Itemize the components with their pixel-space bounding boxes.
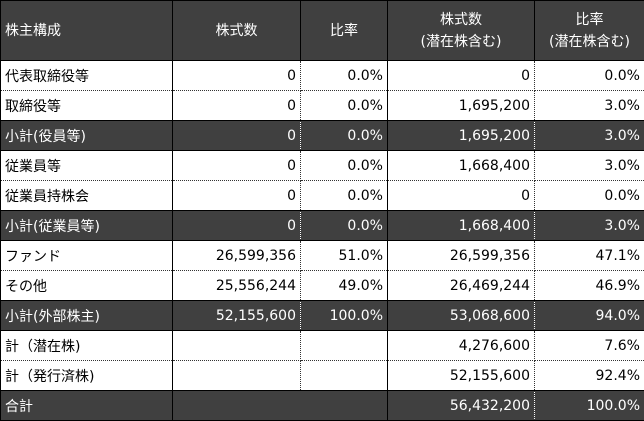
table-row: 従業員持株会 0 0.0% 0 0.0%	[0, 180, 644, 211]
ratio-diluted-cell: 3.0%	[534, 90, 644, 121]
header-ratio-diluted: 比率 (潜在株含む)	[534, 0, 644, 61]
row-label: 代表取締役等	[0, 60, 173, 91]
ratio-cell: 0.0%	[300, 90, 388, 121]
ratio-cell: 0.0%	[300, 60, 388, 91]
table-row: 小計(従業員等) 0 0.0% 1,668,400 3.0%	[0, 210, 644, 241]
total-ratio-diluted: 100.0%	[534, 390, 644, 421]
row-label: 従業員持株会	[0, 180, 173, 211]
ratio-cell: 51.0%	[300, 240, 388, 271]
ratio-cell	[300, 360, 388, 391]
total-row: 合計 56,432,200 100.0%	[0, 390, 644, 421]
total-shares-diluted: 56,432,200	[387, 390, 535, 421]
shares-diluted-cell: 4,276,600	[387, 330, 535, 361]
total-empty-cell	[172, 390, 388, 421]
table-row: 計（潜在株) 4,276,600 7.6%	[0, 330, 644, 361]
table-row: 従業員等 0 0.0% 1,668,400 3.0%	[0, 150, 644, 181]
row-label: 小計(役員等)	[0, 120, 173, 151]
total-label: 合計	[0, 390, 173, 421]
header-shares-diluted-line2: (潜在株含む)	[420, 33, 502, 50]
header-shares-diluted-line1: 株式数	[440, 11, 482, 28]
ratio-diluted-cell: 92.4%	[534, 360, 644, 391]
row-label: 小計(従業員等)	[0, 210, 173, 241]
shares-cell: 0	[172, 120, 301, 151]
ratio-diluted-cell: 3.0%	[534, 210, 644, 241]
header-ratio: 比率	[300, 0, 388, 61]
row-label: 小計(外部株主)	[0, 300, 173, 331]
row-label: 取締役等	[0, 90, 173, 121]
shares-diluted-cell: 1,668,400	[387, 150, 535, 181]
ratio-cell: 0.0%	[300, 120, 388, 151]
shares-diluted-cell: 1,668,400	[387, 210, 535, 241]
ratio-diluted-cell: 0.0%	[534, 60, 644, 91]
shares-diluted-cell: 1,695,200	[387, 90, 535, 121]
ratio-cell: 0.0%	[300, 150, 388, 181]
shares-cell: 25,556,244	[172, 270, 301, 301]
table-row: 取締役等 0 0.0% 1,695,200 3.0%	[0, 90, 644, 121]
ratio-cell	[300, 330, 388, 361]
ratio-diluted-cell: 3.0%	[534, 150, 644, 181]
ratio-diluted-cell: 7.6%	[534, 330, 644, 361]
ratio-cell: 0.0%	[300, 210, 388, 241]
shares-cell: 0	[172, 210, 301, 241]
shares-cell: 52,155,600	[172, 300, 301, 331]
table-row: ファンド 26,599,356 51.0% 26,599,356 47.1%	[0, 240, 644, 271]
header-shares-diluted: 株式数 (潜在株含む)	[387, 0, 535, 61]
header-ratio-diluted-line1: 比率	[575, 11, 604, 28]
shares-cell: 0	[172, 60, 301, 91]
ratio-diluted-cell: 47.1%	[534, 240, 644, 271]
ratio-diluted-cell: 46.9%	[534, 270, 644, 301]
shares-diluted-cell: 0	[387, 60, 535, 91]
row-label: 計（発行済株)	[0, 360, 173, 391]
header-shares: 株式数	[172, 0, 301, 61]
table-row: 計（発行済株) 52,155,600 92.4%	[0, 360, 644, 391]
shares-diluted-cell: 52,155,600	[387, 360, 535, 391]
row-label: その他	[0, 270, 173, 301]
header-shareholder: 株主構成	[0, 0, 173, 61]
shares-diluted-cell: 1,695,200	[387, 120, 535, 151]
shares-diluted-cell: 26,469,244	[387, 270, 535, 301]
row-label: 従業員等	[0, 150, 173, 181]
table-row: 小計(役員等) 0 0.0% 1,695,200 3.0%	[0, 120, 644, 151]
ratio-cell: 0.0%	[300, 180, 388, 211]
table-row: その他 25,556,244 49.0% 26,469,244 46.9%	[0, 270, 644, 301]
shares-cell: 0	[172, 150, 301, 181]
shares-cell	[172, 360, 301, 391]
shares-diluted-cell: 53,068,600	[387, 300, 535, 331]
shares-cell: 0	[172, 180, 301, 211]
table-row: 代表取締役等 0 0.0% 0 0.0%	[0, 60, 644, 91]
shares-diluted-cell: 26,599,356	[387, 240, 535, 271]
ratio-cell: 100.0%	[300, 300, 388, 331]
ratio-cell: 49.0%	[300, 270, 388, 301]
row-label: 計（潜在株)	[0, 330, 173, 361]
shares-cell: 0	[172, 90, 301, 121]
ratio-diluted-cell: 0.0%	[534, 180, 644, 211]
shares-cell: 26,599,356	[172, 240, 301, 271]
shares-cell	[172, 330, 301, 361]
row-label: ファンド	[0, 240, 173, 271]
table-row: 小計(外部株主) 52,155,600 100.0% 53,068,600 94.0%	[0, 300, 644, 331]
header-ratio-diluted-line2: (潜在株含む)	[549, 33, 630, 50]
shares-diluted-cell: 0	[387, 180, 535, 211]
ratio-diluted-cell: 94.0%	[534, 300, 644, 331]
header-row: 株主構成 株式数 比率 株式数 (潜在株含む) 比率 (潜在株含む)	[0, 0, 644, 61]
ratio-diluted-cell: 3.0%	[534, 120, 644, 151]
